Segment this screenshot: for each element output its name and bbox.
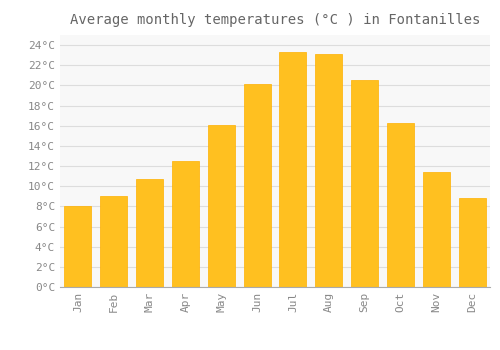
Bar — [423, 172, 450, 287]
Bar — [351, 80, 378, 287]
Bar — [100, 196, 127, 287]
Bar — [136, 179, 163, 287]
Title: Average monthly temperatures (°C ) in Fontanilles: Average monthly temperatures (°C ) in Fo… — [70, 13, 480, 27]
Bar — [458, 198, 485, 287]
Bar — [64, 206, 92, 287]
Bar — [244, 84, 270, 287]
Bar — [172, 161, 199, 287]
Bar — [208, 125, 234, 287]
Bar — [387, 123, 414, 287]
Bar — [316, 54, 342, 287]
Bar — [280, 52, 306, 287]
